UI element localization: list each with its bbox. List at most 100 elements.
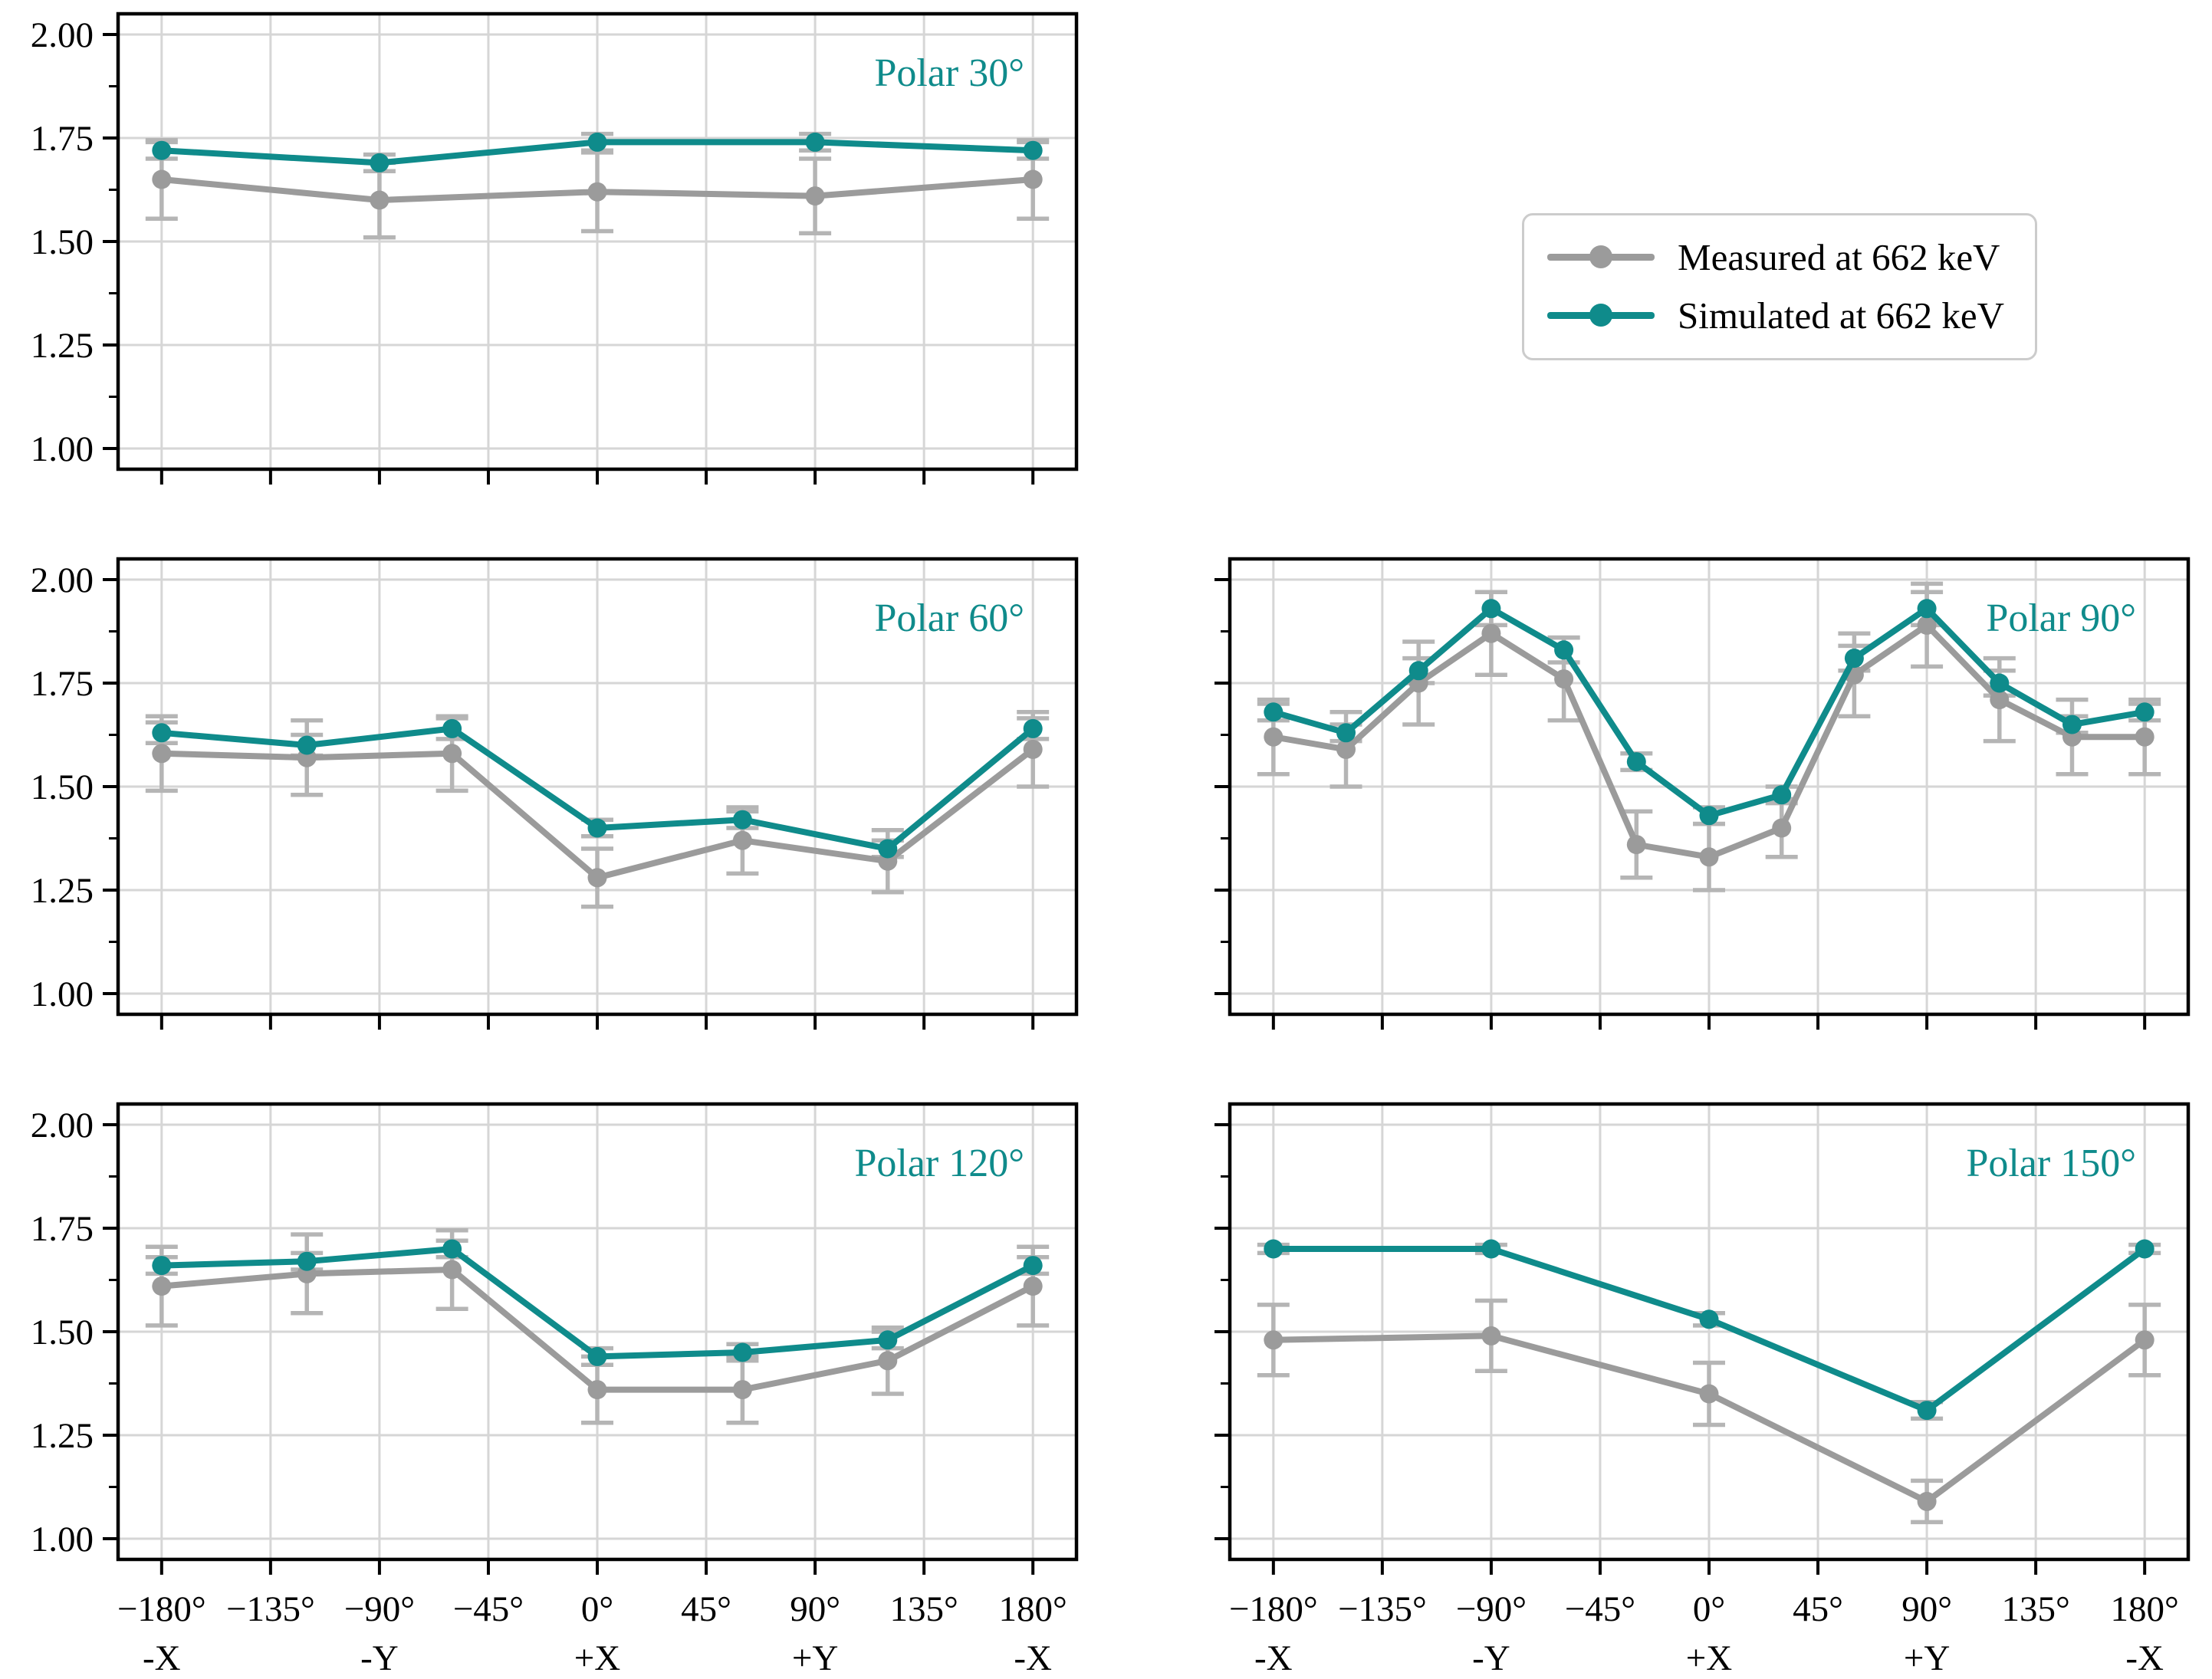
svg-text:135°: 135° [2001,1589,2069,1629]
data-point [878,1330,898,1350]
data-point [152,1256,172,1276]
data-point [442,1239,462,1259]
y-axis [103,1123,118,1540]
axis-direction-sublabel: +Y [792,1638,838,1678]
data-point [1023,1256,1043,1276]
data-point [370,153,389,172]
data-point [1917,599,1937,619]
axis-direction-sublabel: -X [143,1638,181,1678]
legend-item-measured: Measured at 662 keV [1547,237,2004,278]
plot-border [116,1102,1079,1562]
data-point [442,1260,462,1280]
axis-direction-sublabel: +X [1686,1638,1733,1678]
subplot-polar-30: 2.00 1.75 1.50 1.25 1.00 Polar 30° [31,12,1079,485]
svg-text:−90°: −90° [1456,1589,1527,1629]
svg-text:−135°: −135° [226,1589,315,1629]
data-point [1264,1330,1283,1350]
data-point [1554,669,1574,689]
subplot-polar-120: 2.00 1.75 1.50 1.25 1.00 −180° -X −135° −90° -Y −4… [31,1102,1079,1678]
svg-text:90°: 90° [1901,1589,1952,1629]
axis-direction-sublabel: -Y [1472,1638,1510,1678]
data-point [152,1276,172,1296]
subplot-polar-60: 2.00 1.75 1.50 1.25 1.00 Polar 60° [31,557,1079,1030]
data-point [1481,1239,1501,1259]
data-point [442,744,462,764]
data-point [732,1342,752,1362]
chart-svg-polar-150: −180° -X −135° −90° -Y −45° 0° +X 45° 90° +Y 135° 18… [1214,1102,2191,1678]
data-point [152,140,172,160]
svg-text:45°: 45° [1793,1589,1843,1629]
data-point [1699,806,1719,826]
legend-item-label: Measured at 662 keV [1678,236,2000,278]
series-simulated [152,1239,1043,1366]
legend: Measured at 662 keV Simulated at 662 keV [1522,213,2037,360]
series-measured [1264,1326,2154,1511]
data-point [442,718,462,738]
data-point [1023,140,1043,160]
data-point [2135,1239,2154,1259]
x-axis [159,469,1035,485]
x-axis [1271,1014,2147,1030]
data-point [1408,661,1428,681]
y-tick-labels: 2.00 1.75 1.50 1.25 1.00 [31,1106,94,1559]
data-point [587,818,607,838]
plot-title: Polar 120° [854,1142,1024,1185]
series-measured [152,739,1043,888]
data-point [1626,752,1646,772]
data-point [1844,649,1864,669]
measured-line-sample-icon [1547,245,1655,269]
data-point [805,132,825,152]
y-tick-labels: 2.00 1.75 1.50 1.25 1.00 [31,15,94,469]
axis-direction-sublabel: +Y [1904,1638,1950,1678]
plot-title: Polar 60° [874,596,1024,640]
data-point [1917,1401,1937,1421]
data-point [1699,1384,1719,1404]
plot-title: Polar 150° [1966,1142,2136,1185]
data-point [1699,847,1719,867]
svg-text:1.00: 1.00 [31,1520,94,1559]
data-point [1264,702,1283,722]
data-point [1336,723,1356,743]
simulated-marker-icon [1589,304,1612,327]
data-point [1990,673,2010,693]
grid [118,559,1076,1014]
svg-text:1.00: 1.00 [31,429,94,469]
y-axis [103,33,118,450]
data-point [1264,1239,1283,1259]
svg-text:45°: 45° [681,1589,731,1629]
grid [118,14,1076,469]
data-point [732,810,752,830]
data-point [1481,623,1501,643]
data-point [732,830,752,850]
series-simulated [1264,1239,2154,1421]
svg-text:135°: 135° [889,1589,958,1629]
plot-border [1228,557,2191,1017]
subplot-polar-90: Polar 90° [1214,557,2191,1030]
data-point [732,1380,752,1400]
svg-text:−45°: −45° [453,1589,524,1629]
x-axis [159,1559,1035,1575]
data-point [1772,818,1792,838]
axis-direction-sublabel: -X [2125,1638,2164,1678]
grid [118,1104,1076,1559]
series-simulated [152,718,1043,859]
y-axis [1214,578,1230,995]
data-point [2062,715,2082,734]
svg-text:1.25: 1.25 [31,1416,94,1456]
x-tick-labels: −180° -X −135° −90° -Y −45° 0° +X 45° 90° +Y 135° 18… [1229,1589,2179,1678]
svg-text:2.00: 2.00 [31,560,94,600]
svg-text:180°: 180° [999,1589,1067,1629]
data-point [1481,599,1501,619]
data-point [1336,739,1356,759]
measured-marker-icon [1589,245,1612,269]
data-point [587,1380,607,1400]
svg-text:1.75: 1.75 [31,1209,94,1249]
x-axis [1271,1559,2147,1575]
data-point [152,169,172,189]
data-point [297,1251,317,1271]
svg-text:−180°: −180° [117,1589,206,1629]
plot-border [1228,1102,2191,1562]
svg-text:1.25: 1.25 [31,326,94,366]
y-tick-labels: 2.00 1.75 1.50 1.25 1.00 [31,560,94,1014]
